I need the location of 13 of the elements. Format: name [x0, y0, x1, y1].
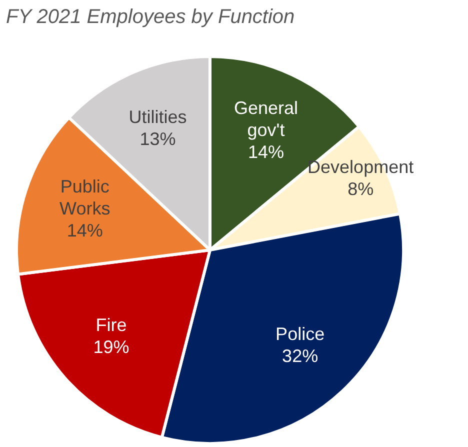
data-label: 19%	[93, 336, 130, 357]
data-label: 14%	[248, 142, 284, 162]
slice-label: Development	[308, 157, 414, 178]
slice-label: Utilities	[128, 107, 187, 128]
data-label: 13%	[140, 129, 176, 150]
slice-label: Police	[276, 324, 325, 344]
slice-label: Public Works	[60, 176, 110, 218]
data-label: 8%	[348, 179, 374, 200]
data-label: 14%	[66, 220, 103, 240]
slice-label: Fire	[96, 314, 127, 335]
slice-label: General gov't	[234, 98, 298, 140]
chart-title: FY 2021 Employees by Function	[6, 6, 295, 29]
data-label: 32%	[282, 346, 318, 366]
